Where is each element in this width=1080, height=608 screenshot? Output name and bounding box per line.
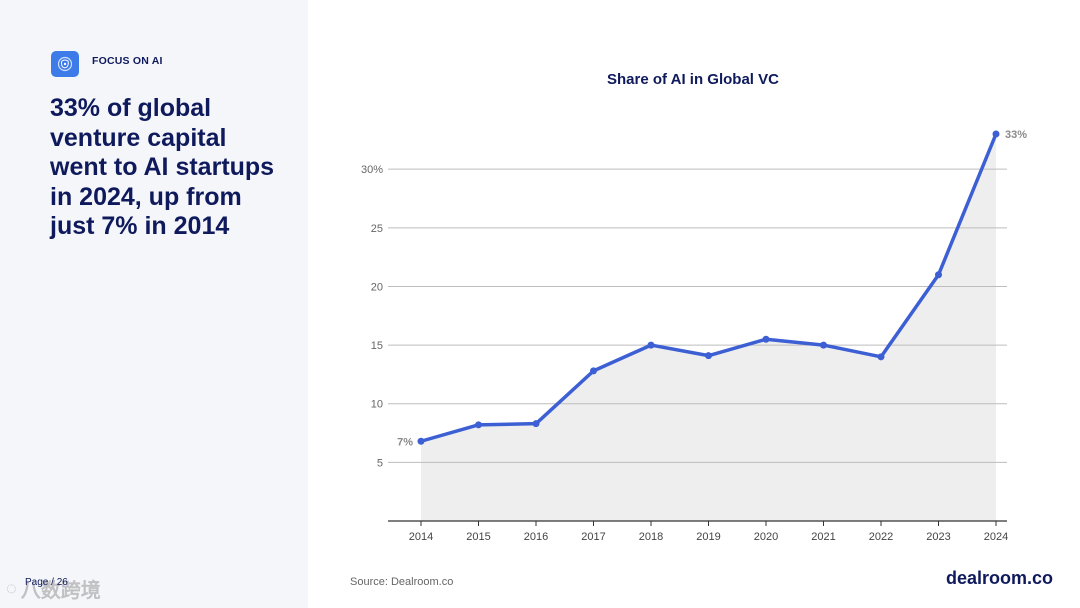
data-point xyxy=(705,352,712,360)
y-tick-label: 25 xyxy=(371,223,383,235)
x-tick-label: 2020 xyxy=(754,531,778,543)
x-tick-label: 2016 xyxy=(524,531,548,543)
x-tick-label: 2022 xyxy=(869,531,893,543)
brand-logo: dealroom.co xyxy=(946,568,1054,588)
x-tick-label: 2023 xyxy=(926,531,950,543)
headline: 33% of global venture capital went to AI… xyxy=(50,94,275,240)
y-tick-label: 5 xyxy=(377,457,383,469)
y-tick-label: 15 xyxy=(371,340,383,352)
y-tick-label: 20 xyxy=(371,281,383,293)
data-point xyxy=(992,130,1000,138)
data-point xyxy=(590,367,597,375)
data-label: 7% xyxy=(397,436,413,448)
area-fill xyxy=(421,134,996,521)
x-tick-label: 2019 xyxy=(696,531,720,543)
data-point xyxy=(475,421,482,429)
data-point xyxy=(820,341,827,349)
section-tag: FOCUS ON AI xyxy=(92,55,163,67)
data-point xyxy=(417,437,425,445)
data-point xyxy=(877,353,885,361)
ai-brain-icon xyxy=(51,51,79,77)
x-tick-label: 2024 xyxy=(984,531,1008,543)
watermark-text: 八数跨境 xyxy=(20,580,101,602)
data-point xyxy=(532,420,540,428)
x-tick-label: 2021 xyxy=(811,531,835,543)
x-tick-label: 2014 xyxy=(409,531,433,543)
line-chart: 5 10 15 20 25 30% 2014 2015 2016 2017 2018 2019 2020… xyxy=(361,129,1027,543)
data-point xyxy=(935,271,942,279)
data-point xyxy=(762,335,770,343)
x-tick-label: 2017 xyxy=(581,531,605,543)
page-number: Page / 26 xyxy=(25,577,68,588)
y-tick-label: 30% xyxy=(361,164,383,176)
data-point xyxy=(647,341,655,349)
x-tick-label: 2018 xyxy=(639,531,663,543)
watermark: ◌ 八数跨境 xyxy=(6,574,101,603)
source-note: Source: Dealroom.co xyxy=(350,576,454,588)
data-label: 33% xyxy=(1005,129,1027,141)
chart-title: Share of AI in Global VC xyxy=(607,71,779,88)
x-tick-label: 2015 xyxy=(466,531,490,543)
left-panel xyxy=(0,0,308,608)
y-tick-label: 10 xyxy=(371,399,383,411)
